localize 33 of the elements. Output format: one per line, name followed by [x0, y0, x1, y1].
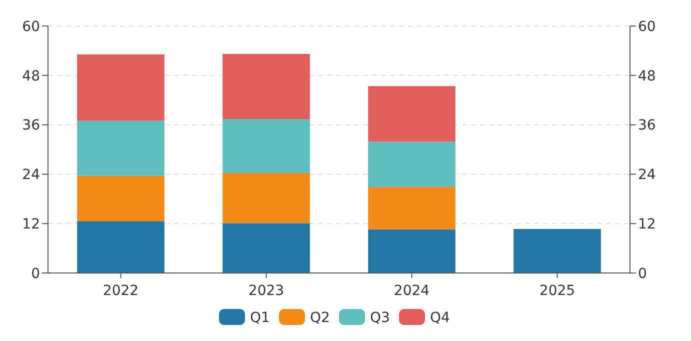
bar [222, 223, 310, 273]
y2-tick-label: 24 [638, 167, 656, 184]
x-tick-label: 2023 [248, 283, 284, 299]
bar [368, 142, 456, 187]
y2-tick-label: 48 [638, 68, 656, 84]
bar [222, 172, 310, 224]
bar [368, 186, 456, 230]
bar [222, 54, 310, 120]
y-tick-label: 60 [22, 18, 40, 35]
bar [77, 120, 164, 176]
bar [77, 176, 164, 222]
bar [77, 221, 164, 273]
bar [368, 229, 456, 273]
y-tick-label: 12 [22, 216, 40, 232]
legend-label: Q2 [310, 310, 330, 326]
legend-label: Q3 [370, 310, 390, 326]
legend-label: Q4 [430, 310, 450, 326]
bar [368, 86, 456, 142]
y-tick-label: 24 [22, 167, 40, 184]
x-tick-label: 2022 [102, 283, 139, 299]
bar [77, 54, 164, 121]
y2-tick-label: 60 [638, 18, 656, 35]
y2-tick-label: 12 [638, 216, 656, 232]
y-tick-label: 48 [22, 68, 40, 84]
y-tick-label: 36 [22, 118, 40, 134]
legend-label: Q1 [250, 310, 270, 326]
bar [222, 119, 310, 173]
y2-tick-label: 36 [638, 118, 656, 134]
x-tick-label: 2025 [539, 283, 576, 299]
bar [514, 228, 601, 273]
y-tick-label: 0 [31, 266, 40, 282]
y2-tick-label: 0 [638, 266, 647, 282]
x-tick-label: 2024 [394, 283, 430, 299]
